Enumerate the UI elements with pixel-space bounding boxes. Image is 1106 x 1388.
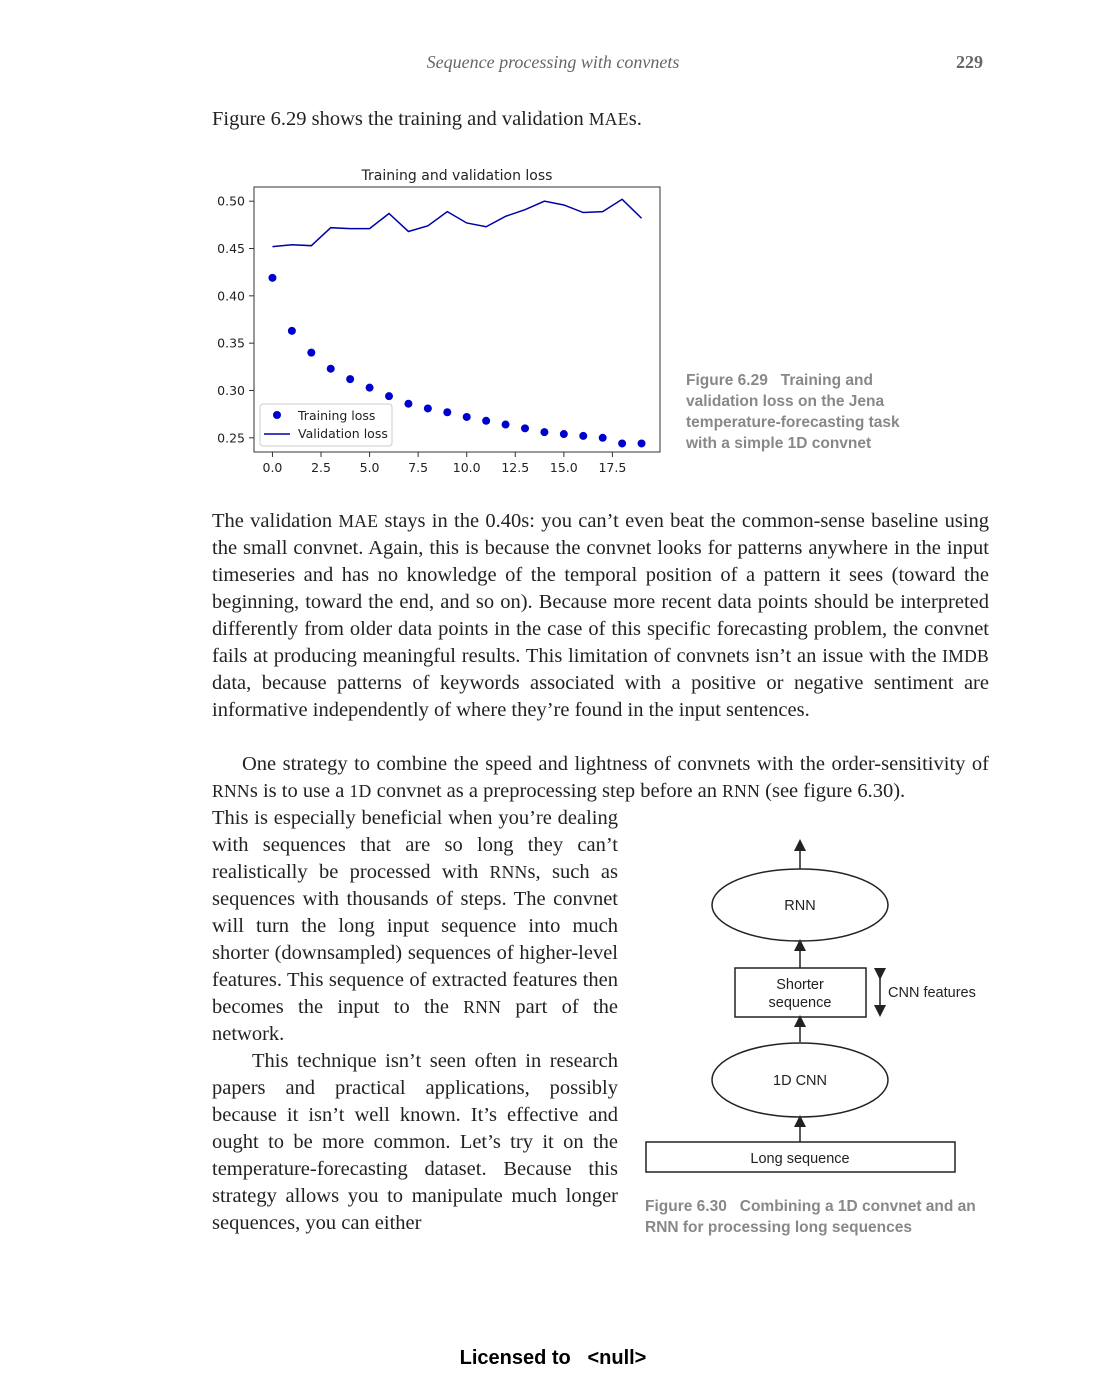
- cnn-rnn-diagram: RNN Shorter sequence CNN features 1D CNN…: [645, 839, 976, 1173]
- long-sequence-box: [645, 1141, 956, 1173]
- running-title: Sequence processing with convnets: [426, 52, 680, 72]
- figure-6-30-text: Combining a 1D convnet and an RNN for pr…: [645, 1198, 976, 1236]
- training-loss-point: [520, 424, 529, 433]
- paragraph-4: This technique isn’t seen often in resea…: [212, 1050, 618, 1234]
- x-axis: 0.0 2.5 5.0 7.5 10.0 12.5 15.0 17.5: [263, 452, 626, 475]
- figure-6-30-label: Figure 6.30: [645, 1198, 727, 1215]
- training-loss-point: [385, 392, 394, 401]
- training-loss-point: [423, 404, 432, 413]
- cnn-features-label: CNN features: [888, 985, 976, 1001]
- page-number: 229: [956, 52, 983, 72]
- x-tick-label: 17.5: [598, 460, 626, 475]
- training-loss-point: [579, 431, 588, 440]
- paragraph-2: One strategy to combine the speed and li…: [212, 753, 989, 802]
- chart-title: Training and validation loss: [361, 168, 553, 184]
- training-loss-point: [268, 273, 277, 282]
- training-loss-point: [598, 433, 607, 442]
- left-column-text: This is especially beneficial when you’r…: [212, 805, 618, 1237]
- training-loss-point: [501, 420, 510, 429]
- x-tick-label: 5.0: [360, 460, 380, 475]
- training-loss-point: [559, 430, 568, 439]
- license-footer: Licensed to <null>: [0, 1347, 1106, 1370]
- y-tick-label: 0.30: [217, 383, 245, 398]
- training-loss-point: [307, 348, 316, 357]
- training-loss-series: [268, 273, 646, 448]
- x-tick-label: 12.5: [501, 460, 529, 475]
- training-loss-point: [618, 439, 627, 448]
- figure-6-29-caption: Figure 6.29 Training and validation loss…: [686, 370, 926, 454]
- plot-frame: [253, 186, 661, 453]
- license-user: <null>: [587, 1347, 647, 1369]
- shorter-sequence-label-1: Shorter: [776, 977, 824, 993]
- training-loss-point: [287, 326, 296, 335]
- cnn-label: 1D CNN: [773, 1073, 827, 1089]
- training-loss-point: [462, 412, 471, 421]
- x-tick-label: 10.0: [453, 460, 481, 475]
- chart-legend: Training loss Validation loss: [259, 403, 393, 447]
- figure-6-29-text: Training and validation loss on the Jena…: [686, 372, 900, 452]
- rnn-label: RNN: [784, 898, 815, 914]
- y-axis: 0.50 0.45 0.40 0.35 0.30 0.25: [217, 194, 254, 445]
- shorter-sequence-label-2: sequence: [769, 995, 832, 1011]
- training-loss-point: [365, 383, 374, 392]
- training-loss-point: [326, 364, 335, 373]
- training-loss-point: [637, 439, 646, 448]
- paragraph-3: This is especially beneficial when you’r…: [212, 807, 618, 1045]
- training-loss-point: [404, 399, 413, 408]
- figure-6-30-caption: Figure 6.30 Combining a 1D convnet and a…: [645, 1196, 985, 1238]
- training-loss-point: [346, 375, 355, 384]
- training-loss-point: [482, 416, 491, 425]
- license-label: Licensed to: [459, 1347, 571, 1369]
- x-tick-label: 7.5: [408, 460, 428, 475]
- x-tick-label: 2.5: [311, 460, 331, 475]
- x-tick-label: 0.0: [263, 460, 283, 475]
- y-tick-label: 0.50: [217, 194, 245, 209]
- legend-training-label: Training loss: [297, 408, 375, 423]
- shorter-sequence-box: [734, 967, 867, 1018]
- training-loss-point: [540, 428, 549, 437]
- validation-loss-series: [272, 198, 643, 248]
- figure-6-29-label: Figure 6.29: [686, 372, 768, 389]
- loss-chart: Training and validation loss 0.50 0.45 0.4…: [217, 168, 661, 475]
- legend-training-marker: [273, 411, 281, 419]
- y-tick-label: 0.45: [217, 241, 245, 256]
- y-tick-label: 0.35: [217, 336, 245, 351]
- intro-sentence: Figure 6.29 shows the training and valid…: [212, 108, 642, 130]
- paragraph-1: The validation MAE stays in the 0.40s: y…: [212, 510, 989, 721]
- validation-loss-line: [272, 198, 643, 248]
- y-tick-label: 0.40: [217, 288, 245, 303]
- training-loss-point: [443, 408, 452, 417]
- y-tick-label: 0.25: [217, 430, 245, 445]
- legend-box: [259, 403, 393, 447]
- x-tick-label: 15.0: [550, 460, 578, 475]
- legend-validation-label: Validation loss: [298, 426, 388, 441]
- long-sequence-label: Long sequence: [750, 1151, 849, 1167]
